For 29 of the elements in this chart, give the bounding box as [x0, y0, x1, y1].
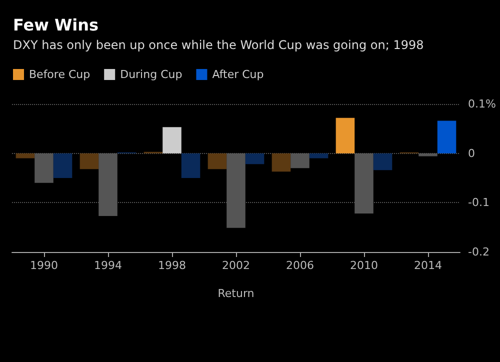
y-tick-label: -0.2 — [468, 246, 490, 258]
bar — [181, 153, 200, 178]
x-tick-label: 2006 — [286, 259, 314, 272]
y-tick-label: 0.1% — [468, 98, 496, 110]
bar — [208, 153, 227, 170]
chart-title: Few Wins — [13, 16, 99, 34]
chart-subtitle: DXY has only been up once while the World Cup was going on; 1998 — [13, 38, 424, 52]
x-tick-label: 2010 — [350, 259, 378, 272]
y-tick-label: -0.1 — [468, 196, 490, 210]
legend-label: Before Cup — [29, 68, 90, 81]
bar — [16, 153, 35, 158]
bar — [245, 153, 264, 164]
x-tick-label: 2014 — [414, 259, 442, 272]
bar — [437, 120, 456, 154]
legend-label: During Cup — [120, 68, 182, 81]
x-axis-title: Return — [218, 287, 254, 300]
x-tick-label: 1994 — [94, 259, 122, 272]
bar — [373, 153, 392, 170]
bar — [309, 153, 328, 158]
y-tick-label: 0 — [468, 146, 475, 160]
x-tick-label: 1998 — [158, 259, 186, 272]
bar — [336, 118, 355, 154]
legend-label: After Cup — [212, 68, 264, 81]
bar — [272, 153, 291, 172]
x-tick-label: 1990 — [30, 259, 58, 272]
bar — [53, 153, 72, 178]
x-tick-label: 2002 — [222, 259, 250, 272]
bar — [162, 127, 182, 154]
bar — [80, 153, 99, 170]
